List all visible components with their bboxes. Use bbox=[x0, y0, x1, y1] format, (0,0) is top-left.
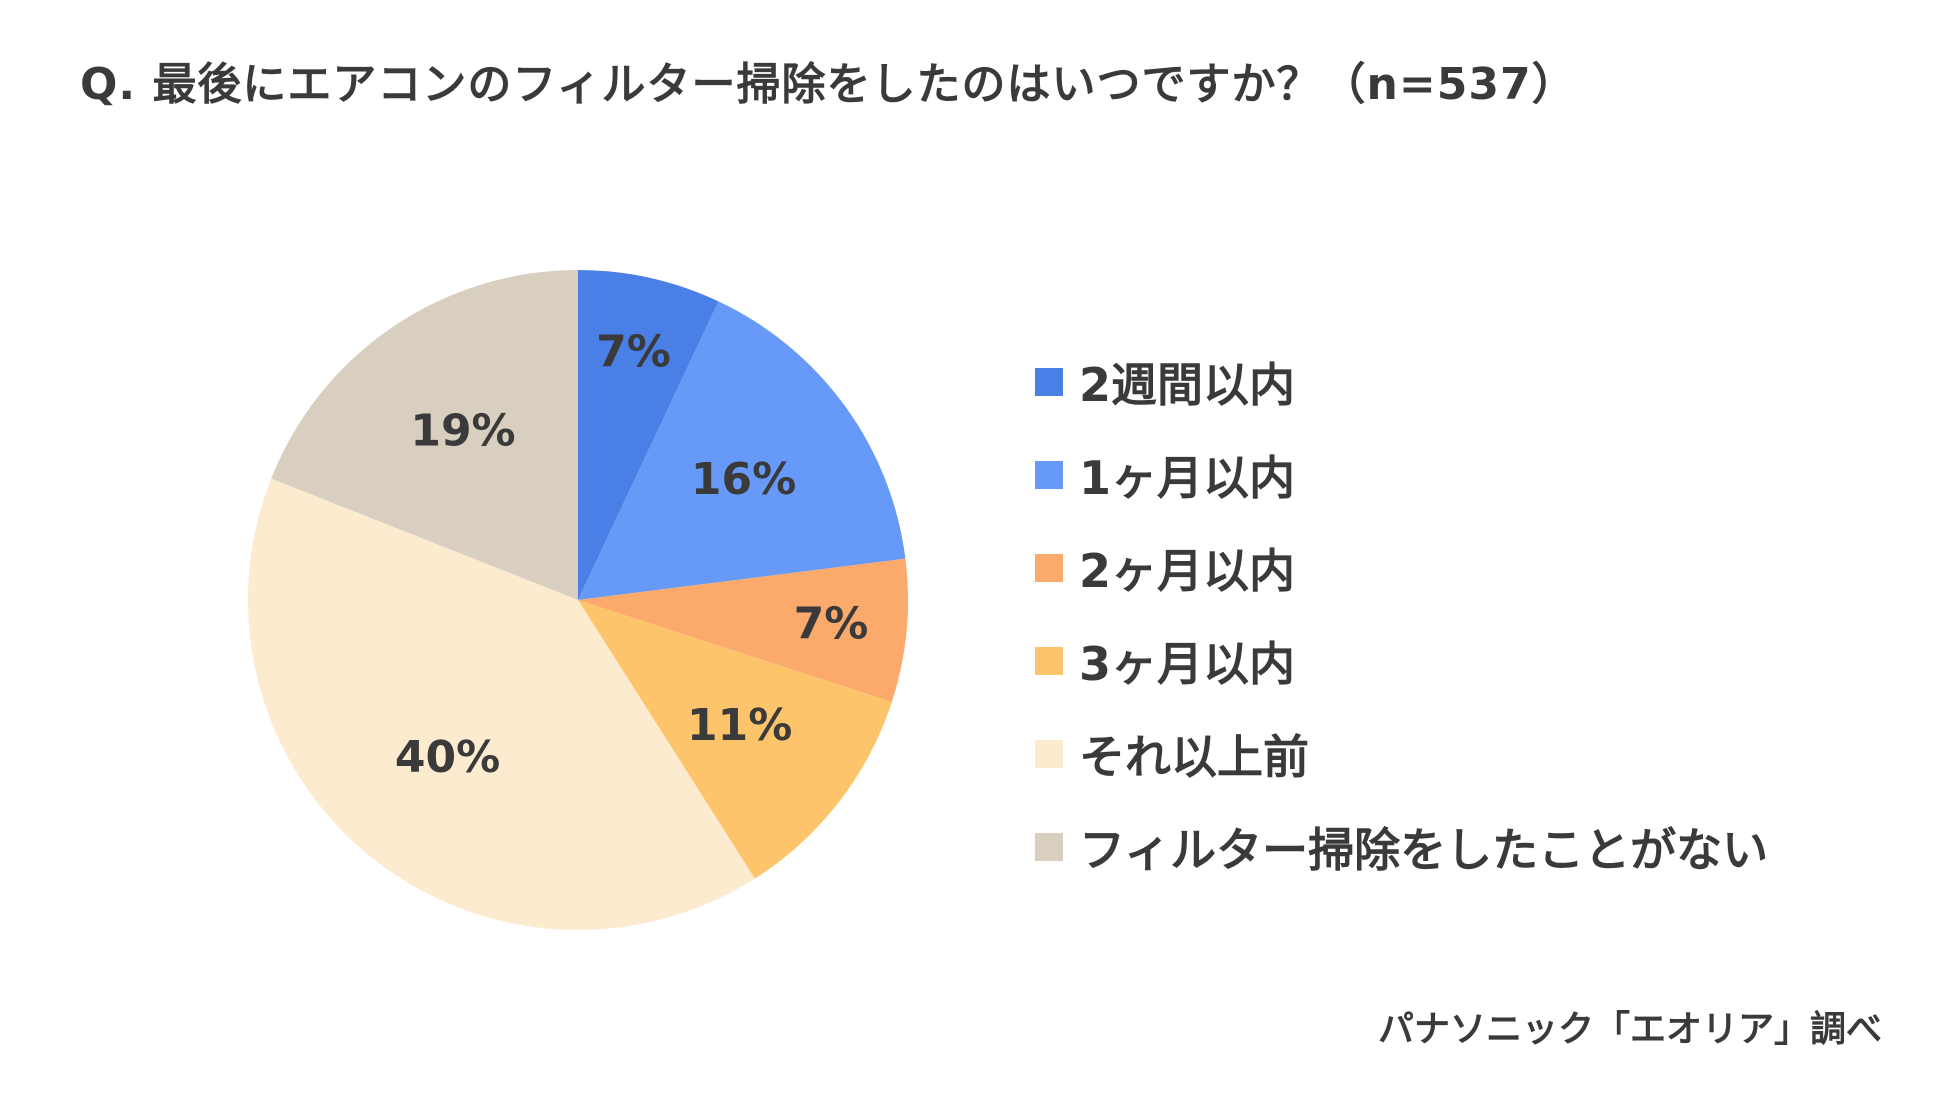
legend-label: フィルター掃除をしたことがない bbox=[1079, 822, 1769, 877]
legend-item: 2ヶ月以内 bbox=[1035, 521, 1768, 614]
legend-item: 3ヶ月以内 bbox=[1035, 614, 1768, 707]
pie-slice bbox=[578, 600, 892, 879]
legend-item: 2週間以内 bbox=[1035, 335, 1768, 428]
legend-item: フィルター掃除をしたことがない bbox=[1035, 800, 1768, 893]
pie-slice bbox=[578, 301, 906, 600]
pie-slice-label: 16% bbox=[691, 454, 796, 505]
legend-label: 3ヶ月以内 bbox=[1079, 636, 1296, 691]
pie-slice-label: 19% bbox=[410, 405, 515, 456]
pie-slice bbox=[578, 558, 908, 702]
pie-slice-label: 11% bbox=[687, 700, 792, 751]
pie-slice bbox=[578, 270, 719, 600]
legend-label: 1ヶ月以内 bbox=[1079, 450, 1296, 505]
pie-labels: 7%16%7%11%40%19% bbox=[395, 327, 868, 784]
legend-swatch bbox=[1035, 739, 1063, 768]
legend-swatch bbox=[1035, 832, 1063, 861]
pie-slice bbox=[271, 270, 578, 600]
legend: 2週間以内 1ヶ月以内 2ヶ月以内 3ヶ月以内それ以上前フィルター掃除をしたことがない bbox=[1035, 335, 1768, 893]
legend-swatch bbox=[1035, 460, 1063, 489]
pie-slice-label: 7% bbox=[794, 598, 869, 649]
pie-slice-label: 40% bbox=[395, 732, 500, 783]
legend-label: 2ヶ月以内 bbox=[1079, 543, 1296, 598]
legend-swatch bbox=[1035, 367, 1063, 396]
pie-slice bbox=[248, 478, 755, 930]
pie-slice-label: 7% bbox=[596, 327, 671, 378]
legend-item: それ以上前 bbox=[1035, 707, 1768, 800]
source-note: パナソニック「エオリア」調べ bbox=[1377, 1009, 1882, 1050]
legend-swatch bbox=[1035, 553, 1063, 582]
legend-swatch bbox=[1035, 646, 1063, 675]
pie-slices bbox=[248, 270, 908, 930]
legend-label: 2週間以内 bbox=[1079, 357, 1296, 412]
legend-item: 1ヶ月以内 bbox=[1035, 428, 1768, 521]
chart-title: Q. 最後にエアコンのフィルター掃除をしたのはいつですか？（n=537） bbox=[80, 59, 1577, 110]
legend-label: それ以上前 bbox=[1079, 729, 1309, 784]
